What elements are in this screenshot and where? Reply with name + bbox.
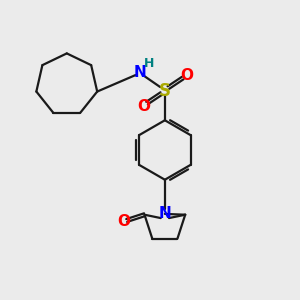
Text: H: H [144, 57, 154, 70]
Text: O: O [117, 214, 130, 229]
Text: O: O [180, 68, 193, 82]
Text: S: S [159, 82, 171, 100]
Text: O: O [137, 98, 150, 113]
Text: N: N [158, 206, 171, 221]
Text: N: N [133, 65, 146, 80]
